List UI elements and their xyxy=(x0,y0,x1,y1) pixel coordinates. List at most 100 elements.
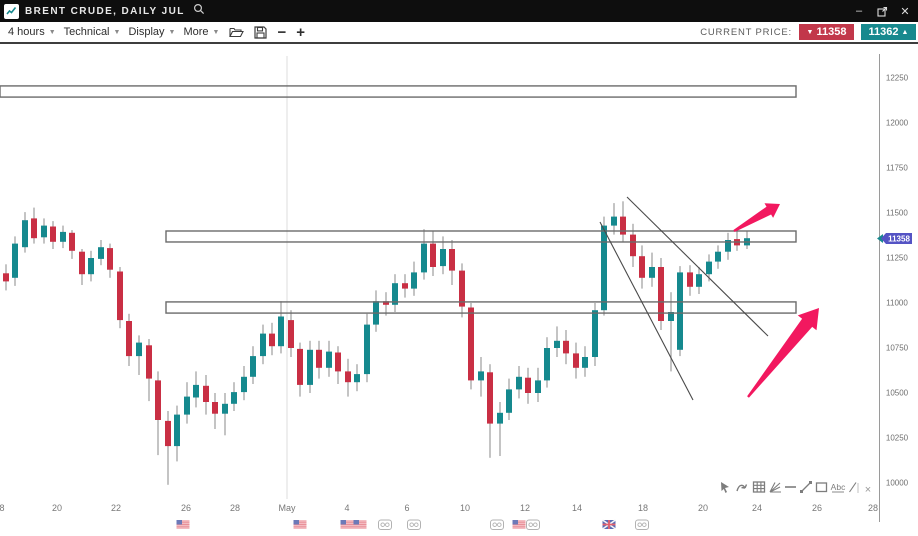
calendar-icon[interactable] xyxy=(407,519,421,530)
trend-line-tool[interactable] xyxy=(800,481,812,493)
cursor-tool[interactable] xyxy=(721,482,729,493)
candle xyxy=(278,301,284,354)
technical-dropdown[interactable]: Technical ▼ xyxy=(63,26,121,38)
current-price-label: CURRENT PRICE: xyxy=(700,26,792,38)
candles-layer xyxy=(3,201,750,485)
candle xyxy=(117,267,123,329)
uk-flag-icon[interactable] xyxy=(602,519,616,530)
bear-candle-body xyxy=(316,349,322,368)
current-price-tag: 11358 xyxy=(877,233,912,244)
candle xyxy=(506,378,512,420)
candle xyxy=(620,201,626,242)
save-icon[interactable] xyxy=(254,25,268,39)
timeframe-dropdown[interactable]: 4 hours ▼ xyxy=(8,26,56,38)
candle xyxy=(487,364,493,458)
x-axis-label: 26 xyxy=(812,503,822,513)
calendar-icon[interactable] xyxy=(490,519,504,530)
us-flag-icon[interactable] xyxy=(340,520,354,529)
candle xyxy=(31,207,37,244)
delete-drawing-button[interactable]: × xyxy=(865,484,871,496)
chevron-down-icon: ▼ xyxy=(212,28,220,36)
bear-candle-body xyxy=(69,232,75,251)
calendar-icon[interactable] xyxy=(635,519,649,530)
candle xyxy=(392,274,398,312)
bear-candle-body xyxy=(459,270,465,307)
candle xyxy=(316,340,322,379)
us-flag-icon[interactable] xyxy=(353,520,367,529)
y-axis-tick: 10000 xyxy=(886,479,909,488)
candle xyxy=(146,339,152,402)
trend-line[interactable] xyxy=(626,196,769,337)
calendar-icon[interactable] xyxy=(378,519,392,530)
bull-candle-body xyxy=(611,216,617,226)
bear-candle-body xyxy=(468,307,474,381)
y-axis-tick: 11250 xyxy=(886,254,908,263)
candle xyxy=(364,313,370,383)
candle xyxy=(649,252,655,287)
candle xyxy=(449,240,455,285)
bullish-arrow-annotation[interactable] xyxy=(747,308,819,398)
close-button[interactable]: ✕ xyxy=(900,5,910,18)
candle xyxy=(22,212,28,253)
price-zone-rectangle[interactable] xyxy=(165,301,797,314)
candle xyxy=(184,382,190,424)
price-zone-rectangle[interactable] xyxy=(165,230,797,243)
candle xyxy=(440,236,446,275)
trend-line[interactable] xyxy=(599,221,694,401)
y-axis-tick: 12000 xyxy=(886,119,909,128)
bull-candle-body xyxy=(354,374,360,383)
y-axis-tick: 11500 xyxy=(886,209,908,218)
candle xyxy=(421,229,427,280)
bull-candle-body xyxy=(601,225,607,311)
polyline-tool[interactable] xyxy=(736,484,748,492)
candle xyxy=(706,254,712,282)
bull-candle-body xyxy=(60,231,66,242)
display-dropdown[interactable]: Display ▼ xyxy=(128,26,176,38)
candle xyxy=(231,382,237,411)
bull-candle-body xyxy=(193,384,199,398)
us-flag-icon[interactable] xyxy=(176,520,190,529)
bull-candle-body xyxy=(668,312,674,321)
minimize-button[interactable]: – xyxy=(855,5,863,17)
open-folder-icon[interactable] xyxy=(229,26,245,38)
up-tick-icon: ▲ xyxy=(901,28,909,36)
candle xyxy=(573,342,579,379)
bull-candle-body xyxy=(98,247,104,259)
candle xyxy=(687,265,693,296)
bull-candle-body xyxy=(12,243,18,278)
candle xyxy=(611,203,617,235)
x-axis-label: 20 xyxy=(52,503,62,513)
bull-candle-body xyxy=(278,316,284,347)
candlestick-chart[interactable]: 12250 12000 11750 11500 11250 11000 10750 10500… xyxy=(0,44,918,536)
y-axis-tick: 12250 xyxy=(886,74,909,83)
candle xyxy=(69,230,75,259)
price-zone-rectangle[interactable] xyxy=(0,85,797,98)
us-flag-icon[interactable] xyxy=(512,520,526,529)
candle xyxy=(582,346,588,377)
more-dropdown[interactable]: More ▼ xyxy=(183,26,220,38)
zoom-out-button[interactable]: − xyxy=(277,23,287,41)
bull-candle-body xyxy=(241,376,247,393)
popout-button[interactable] xyxy=(875,4,889,18)
grid-tool[interactable] xyxy=(752,481,766,493)
y-axis-tick: 11000 xyxy=(886,299,908,308)
bear-candle-body xyxy=(620,216,626,235)
bullish-arrow-annotation[interactable] xyxy=(733,203,780,232)
candle xyxy=(79,249,85,285)
bear-candle-body xyxy=(639,256,645,278)
us-flag-icon[interactable] xyxy=(293,520,307,529)
bull-candle-body xyxy=(326,351,332,368)
candle xyxy=(554,326,560,357)
search-icon[interactable] xyxy=(193,2,205,20)
bear-candle-body xyxy=(107,248,113,270)
fan-lines-tool[interactable] xyxy=(769,482,781,493)
candle xyxy=(165,411,171,485)
rectangle-tool[interactable] xyxy=(815,482,828,493)
price-tag-shape xyxy=(881,233,912,244)
calendar-icon[interactable] xyxy=(526,519,540,530)
slash-tool[interactable] xyxy=(849,482,857,493)
zoom-in-button[interactable]: + xyxy=(296,23,305,41)
y-axis-tick: 10750 xyxy=(886,344,909,353)
bull-candle-body xyxy=(88,258,94,275)
text-tool[interactable]: Abc xyxy=(831,482,846,493)
